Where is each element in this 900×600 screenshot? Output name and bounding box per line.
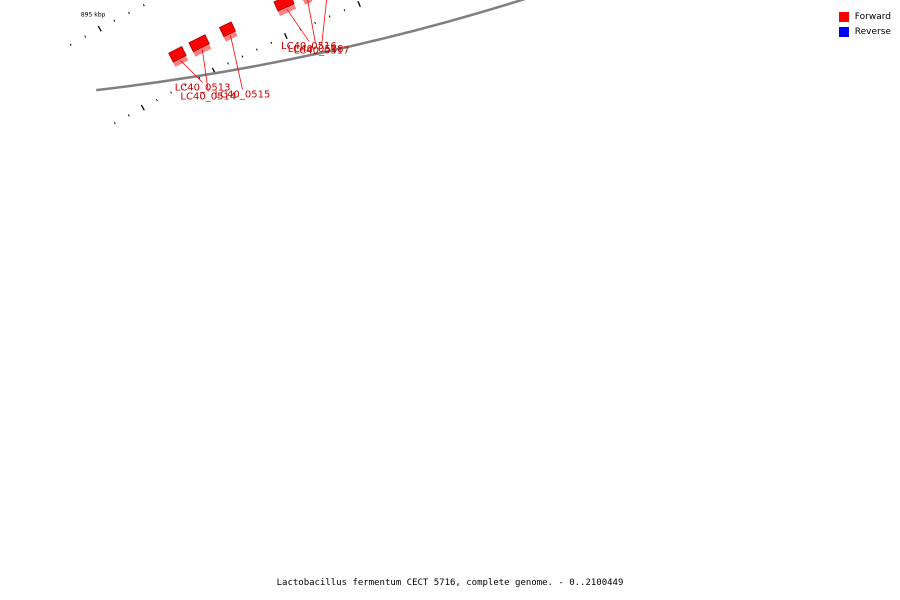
minor-tick-outer [113, 19, 116, 22]
legend-reverse-label: Reverse [854, 26, 891, 37]
gene-label[interactable]: LC40_0517 [294, 45, 350, 56]
legend-forward: Forward [838, 9, 891, 24]
major-tick-inner [284, 33, 288, 40]
minor-tick-inner [343, 9, 346, 12]
gene-leader-line [307, 0, 316, 45]
minor-tick-inner [198, 76, 201, 79]
scale-label: 895 kbp [81, 11, 106, 18]
forward-swatch [838, 11, 849, 22]
minor-tick-inner [314, 21, 316, 25]
minor-tick-outer [128, 11, 130, 15]
minor-tick-outer [69, 43, 72, 46]
minor-tick-inner [170, 91, 172, 94]
major-tick-outer [97, 25, 102, 32]
gene-label[interactable]: LC40_0515 [215, 90, 271, 101]
major-tick-inner [357, 0, 361, 8]
strand-legend: Forward Reverse [838, 9, 891, 39]
gene-block-LC40_0513[interactable] [168, 45, 187, 63]
minor-tick-inner [256, 48, 258, 51]
reverse-swatch [838, 26, 849, 37]
gene-leader-line [286, 8, 310, 42]
major-tick-inner [140, 104, 145, 111]
minor-tick-inner [227, 62, 229, 65]
gene-block-LC40_0515[interactable] [218, 21, 237, 38]
minor-tick-inner [184, 83, 187, 87]
gene-label[interactable]: LC40_0516 [281, 41, 337, 52]
legend-forward-label: Forward [854, 11, 891, 22]
gene-leader-line [230, 35, 243, 90]
gene-block-LC40_0516[interactable] [273, 0, 295, 12]
gene-block-LC40_0514[interactable] [188, 34, 210, 53]
minor-tick-outer [142, 4, 145, 7]
gene-features [168, 0, 316, 67]
genome-backbone [96, 0, 526, 92]
gene-leader-line [201, 49, 209, 92]
gene-label[interactable]: LC40_0518 [288, 44, 344, 55]
minor-tick-inner [127, 114, 130, 117]
gene-leader-line [321, 0, 328, 46]
legend-reverse: Reverse [838, 24, 891, 39]
minor-tick-inner [241, 55, 244, 58]
genome-caption: Lactobacillus fermentum CECT 5716, compl… [276, 578, 624, 588]
minor-tick-inner [328, 15, 331, 18]
gene-block-shadow [303, 0, 313, 5]
gene-label[interactable]: LC40_0514 [180, 92, 236, 103]
minor-tick-inner [270, 41, 273, 44]
minor-tick-inner [113, 122, 116, 125]
kbp-scale: 895 kbp900 kbp905 kbp910 kbp915 kbp920 k… [69, 0, 361, 125]
gene-label[interactable]: LC40_0513 [175, 83, 231, 94]
gene-leader-line [180, 60, 203, 83]
minor-tick-outer [84, 35, 87, 38]
minor-tick-inner [155, 98, 158, 102]
